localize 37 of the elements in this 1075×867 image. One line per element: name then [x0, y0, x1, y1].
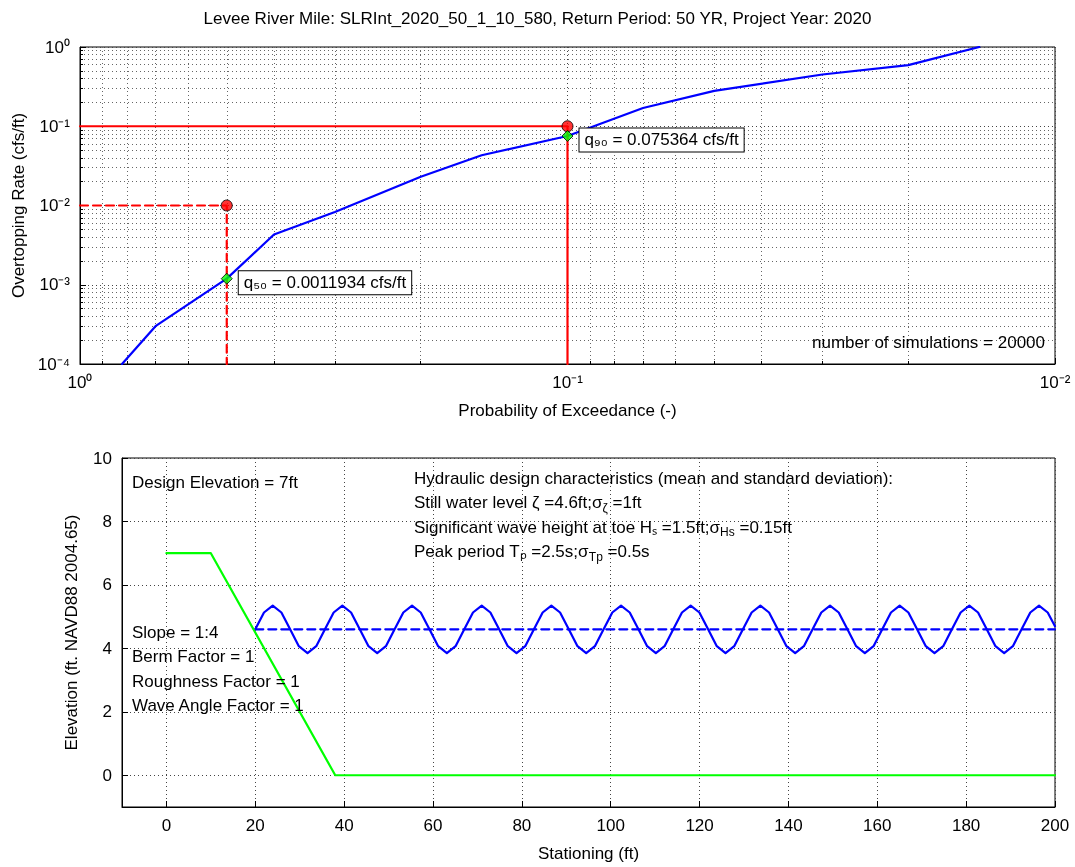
annotation: number of simulations = 20000 — [812, 332, 1045, 352]
y-tick-label: 0 — [102, 765, 112, 785]
x-axis-title: Probability of Exceedance (-) — [458, 401, 677, 420]
annotation: q₉₀ = 0.075364 cfs/ft — [584, 130, 739, 150]
chart-title: Levee River Mile: SLRInt_2020_50_1_10_580, Return Period: 50 YR, Project Year: 2020 — [203, 9, 872, 28]
annotation: q₅₀ = 0.0011934 cfs/ft — [243, 273, 407, 293]
y-tick-label: 10 — [93, 448, 112, 468]
x-tick-label: 160 — [863, 816, 892, 835]
y-axis-title: Elevation (ft. NAVD88 2004.65) — [62, 514, 81, 751]
annotation: Slope = 1:4 — [132, 622, 219, 642]
x-tick-label: 40 — [334, 816, 354, 835]
annotation: Design Elevation = 7ft — [132, 472, 299, 492]
y-tick-label: 6 — [102, 575, 112, 595]
y-tick-label: 10⁻¹ — [39, 116, 71, 136]
x-tick-label: 0 — [161, 816, 172, 835]
annotation: Hydraulic design characteristics (mean and standard deviation): — [414, 468, 894, 488]
y-tick-label: 10⁻³ — [39, 275, 71, 295]
y-tick-label: 4 — [102, 638, 112, 658]
x-tick-label: 80 — [512, 816, 532, 835]
x-tick-label: 100 — [596, 816, 625, 835]
x-tick-label: 180 — [951, 816, 981, 835]
y-tick-label: 10⁰ — [45, 37, 70, 57]
x-axis-title: Stationing (ft) — [537, 844, 640, 863]
x-tick-label: 60 — [423, 816, 443, 835]
y-tick-label: 2 — [102, 702, 112, 722]
x-tick-label: 200 — [1040, 816, 1070, 835]
x-tick-label: 120 — [685, 816, 714, 835]
y-tick-label: 8 — [102, 511, 112, 531]
y-tick-label: 10⁻⁴ — [37, 354, 70, 374]
x-tick-label: 10⁰ — [67, 373, 93, 392]
x-tick-label: 140 — [774, 816, 803, 835]
x-tick-label: 10⁻¹ — [552, 373, 584, 392]
y-tick-label: 10⁻² — [39, 196, 71, 215]
annotation: Berm Factor = 1 — [132, 647, 255, 666]
x-tick-label: 10⁻² — [1039, 373, 1071, 392]
x-tick-label: 20 — [245, 816, 265, 835]
y-axis-title: Overtopping Rate (cfs/ft) — [8, 112, 28, 299]
